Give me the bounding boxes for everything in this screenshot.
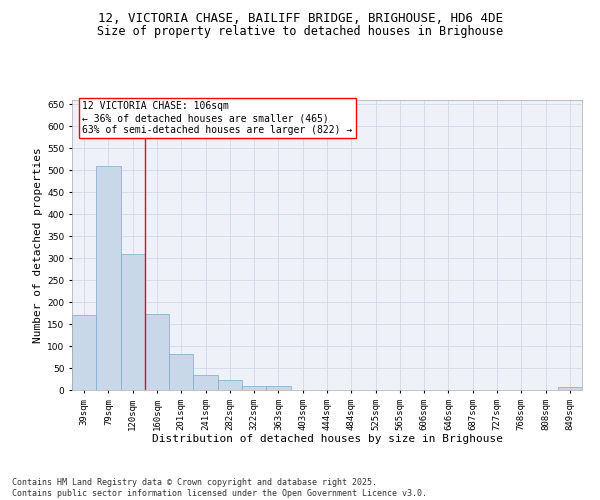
Bar xyxy=(558,388,582,390)
Bar xyxy=(266,386,290,390)
Text: 12 VICTORIA CHASE: 106sqm
← 36% of detached houses are smaller (465)
63% of semi: 12 VICTORIA CHASE: 106sqm ← 36% of detac… xyxy=(82,102,352,134)
Bar xyxy=(242,386,266,390)
Y-axis label: Number of detached properties: Number of detached properties xyxy=(33,147,43,343)
Bar xyxy=(121,254,145,390)
Text: Contains HM Land Registry data © Crown copyright and database right 2025.
Contai: Contains HM Land Registry data © Crown c… xyxy=(12,478,427,498)
Text: 12, VICTORIA CHASE, BAILIFF BRIDGE, BRIGHOUSE, HD6 4DE: 12, VICTORIA CHASE, BAILIFF BRIDGE, BRIG… xyxy=(97,12,503,26)
Bar xyxy=(193,374,218,390)
Bar xyxy=(72,316,96,390)
Bar xyxy=(145,314,169,390)
Bar xyxy=(169,354,193,390)
Text: Size of property relative to detached houses in Brighouse: Size of property relative to detached ho… xyxy=(97,25,503,38)
X-axis label: Distribution of detached houses by size in Brighouse: Distribution of detached houses by size … xyxy=(151,434,503,444)
Bar xyxy=(218,380,242,390)
Bar xyxy=(96,166,121,390)
